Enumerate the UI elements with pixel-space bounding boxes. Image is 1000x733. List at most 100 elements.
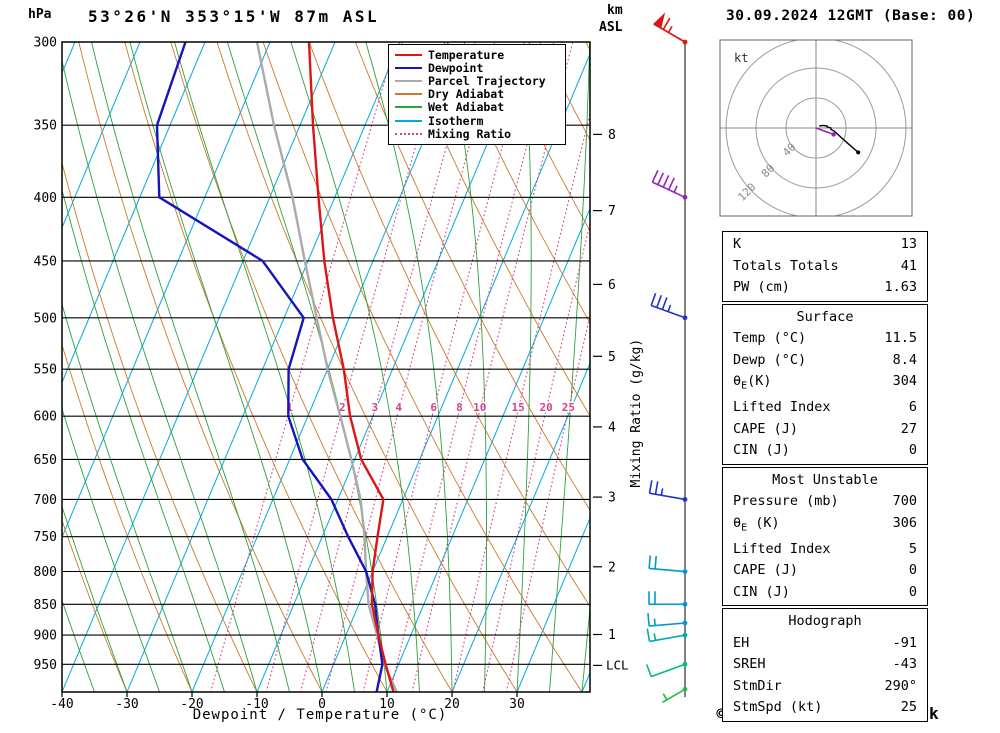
pressure-tick-label: 300 (34, 36, 57, 51)
barb-staff (650, 304, 686, 319)
stats-value: 8.4 (892, 351, 917, 368)
storm-motion-marker (831, 132, 836, 137)
pressure-tick-label: 450 (34, 254, 57, 269)
isotherm-line (126, 42, 401, 692)
barb-full-tick (667, 177, 675, 191)
pressure-tick-label: 700 (34, 493, 57, 508)
pressure-tick-label: 550 (34, 363, 57, 378)
wet-adiabat-line (129, 42, 323, 692)
barb-staff (649, 634, 686, 643)
barb-full-tick (651, 169, 659, 183)
km-tick-label: 5 (608, 350, 616, 365)
barb-half-tick (660, 488, 664, 496)
stats-label: StmDir (733, 677, 782, 694)
barb-flag (652, 12, 666, 29)
pressure-tick-label: 850 (34, 598, 57, 613)
legend-item: Wet Adiabat (395, 100, 560, 114)
stats-label: EH (733, 634, 750, 651)
stats-label: CAPE (J) (733, 420, 799, 437)
hodograph-ring-label: 80 (759, 162, 778, 181)
barb-full-tick (650, 293, 657, 306)
alt-axis-unit-km: km (607, 3, 623, 18)
pressure-tick-labels: 300 350 400 450 500 550 600 650 700 750 800 850 900 9… (34, 36, 57, 673)
mixing-ratio-value-label: 20 (539, 401, 552, 414)
mixing-ratio-value-label: 3 (371, 401, 378, 414)
stats-label: Pressure (mb) (733, 493, 839, 510)
hodograph-trace (819, 124, 859, 153)
km-tick-label: 4 (608, 420, 616, 435)
x-axis-label: Dewpoint / Temperature (°C) (192, 707, 448, 723)
stats-value: -43 (892, 656, 917, 673)
temp-tick-labels: -40 -30 -20 -10 0 10 20 30 (50, 692, 525, 712)
wind-barb (651, 169, 688, 200)
barb-full-tick (648, 480, 653, 494)
stats-row: StmDir 290° (723, 676, 927, 698)
stats-row: SREH -43 (723, 654, 927, 676)
temp-tick-label: -20 (180, 697, 203, 712)
stats-value: 25 (900, 699, 917, 716)
dry-adiabat-line (62, 343, 193, 692)
barb-half-tick (667, 26, 673, 33)
isotherm-line (62, 42, 141, 230)
barb-staff (649, 567, 686, 573)
pressure-tick-label: 500 (34, 311, 57, 326)
legend-line-sample (395, 119, 422, 122)
barb-full-tick (657, 172, 665, 185)
isotherm-line (516, 516, 590, 692)
barb-full-tick (648, 555, 652, 569)
temp-tick-label: 10 (379, 697, 395, 712)
mixing-ratio-labels: 1 2 3 4 6 8 10 15 20 25 (285, 400, 577, 416)
km-tick-label: 8 (608, 128, 616, 143)
legend-item-label: Dry Adiabat (428, 87, 505, 102)
legend-item-label: Isotherm (428, 113, 484, 128)
wind-barb (648, 480, 688, 502)
barb-full-tick (654, 481, 659, 495)
wind-barb (646, 628, 688, 643)
sounding-profiles (155, 42, 398, 692)
stats-label-subscript: E (741, 380, 748, 392)
stats-value: 11.5 (884, 330, 917, 346)
isotherm-line (0, 42, 10, 692)
stats-label: Dewp (°C) (733, 351, 807, 368)
stats-row: θE(K) 304 (723, 371, 927, 397)
stats-row: Temp (°C) 11.5 (723, 328, 927, 350)
barb-staff (662, 688, 686, 703)
legend-line-sample (395, 53, 422, 56)
isotherm-line (451, 362, 590, 692)
barb-full-tick (656, 295, 663, 308)
page-title: 53°26'N 353°15'W 87m ASL (88, 7, 380, 26)
temp-tick-label: -10 (245, 697, 268, 712)
dry-adiabat-line (62, 519, 128, 692)
barb-full-tick (647, 613, 650, 627)
stats-box-title: Most Unstable (772, 471, 878, 488)
wet-adiabat-line (581, 603, 590, 692)
dewpoint-line (155, 42, 384, 692)
stats-value: 13 (900, 236, 917, 252)
mixing-ratio-value-label: 6 (430, 401, 437, 414)
stats-label: StmSpd (kt) (733, 699, 823, 716)
hodograph-ring-label: 120 (735, 181, 758, 204)
km-tick-label: 3 (608, 491, 616, 506)
stats-row: EH -91 (723, 633, 927, 655)
stats-box: Most Unstable Pressure (mb) 700 θE (K) 306 Li… (722, 466, 928, 607)
wind-barb (645, 661, 688, 678)
hodograph-unit-label: kt (734, 51, 748, 65)
wind-barb (650, 293, 688, 321)
stats-value: 0 (908, 442, 917, 459)
wind-barb (652, 12, 688, 45)
stats-value: 0 (908, 583, 917, 600)
legend-item-label: Temperature (428, 47, 505, 62)
mixing-ratio-value-label: 8 (456, 401, 463, 414)
legend-item: Parcel Trajectory (395, 74, 560, 88)
pressure-tick-label: 800 (34, 565, 57, 580)
legend-item: Dry Adiabat (395, 87, 560, 102)
legend-line-sample (395, 132, 422, 135)
wind-barb (647, 613, 688, 627)
stats-box-title: Hodograph (788, 613, 862, 630)
isotherm-line (62, 42, 336, 692)
barb-half-tick (653, 618, 656, 626)
barb-half-tick (662, 693, 668, 701)
isotherm-line (62, 42, 271, 539)
stats-row: Lifted Index 6 (723, 397, 927, 419)
